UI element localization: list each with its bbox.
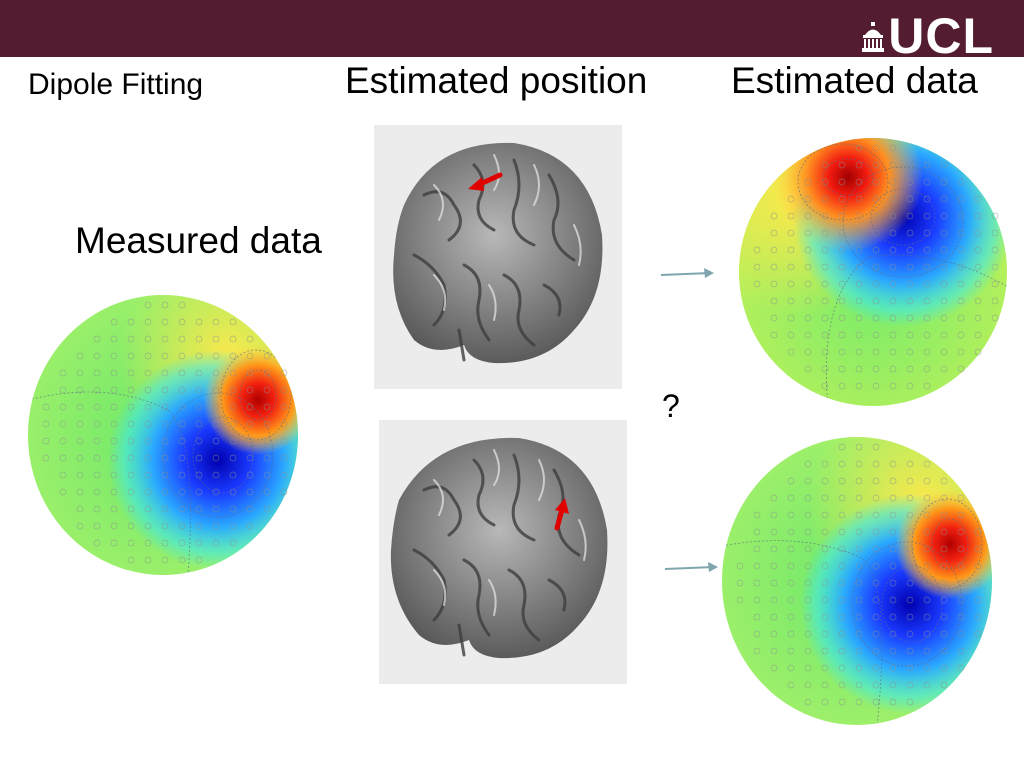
header-banner [0, 0, 1024, 57]
sensor-markers [753, 144, 999, 390]
dipole-arrow-bottom [554, 498, 569, 531]
logo-wordmark: UCL [888, 8, 994, 64]
estimated-field-map-top [739, 138, 1007, 406]
brain-render-bottom [379, 420, 627, 684]
sensor-markers [736, 443, 982, 706]
arrow-top-icon [660, 268, 714, 278]
estimated-field-map-bottom [722, 437, 992, 725]
brain-render-top [374, 125, 622, 389]
estimated-position-heading: Estimated position [345, 60, 648, 101]
arrow-bottom-icon [664, 562, 718, 572]
question-mark: ? [662, 388, 680, 424]
sensor-markers [42, 301, 288, 564]
estimated-data-heading: Estimated data [731, 60, 978, 101]
measured-data-heading: Measured data [75, 220, 322, 261]
dipole-arrow-top [468, 172, 503, 191]
slide-title: Dipole Fitting [28, 68, 204, 101]
ucl-dome-icon [862, 22, 885, 52]
measured-field-map [28, 295, 298, 575]
ucl-logo: UCL [862, 8, 994, 64]
